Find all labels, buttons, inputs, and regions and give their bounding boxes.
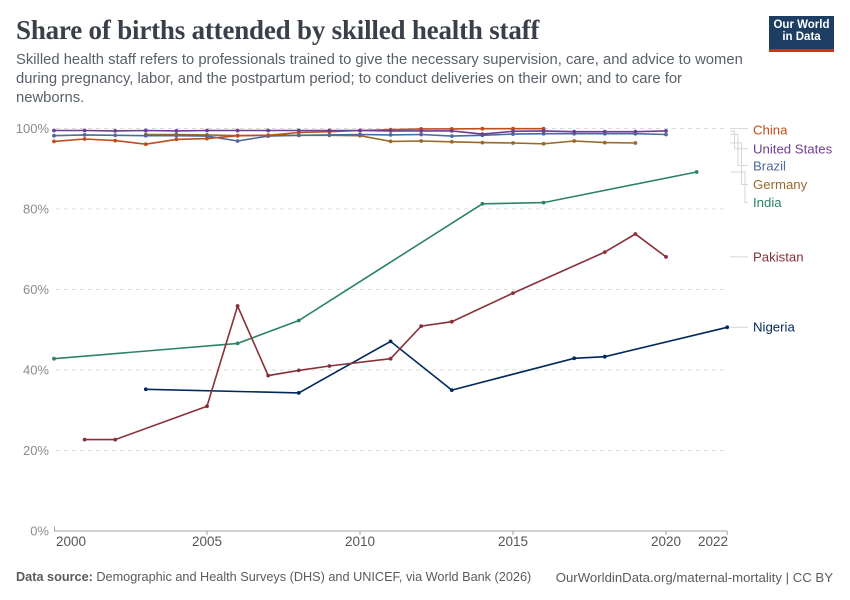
svg-text:Germany: Germany bbox=[753, 177, 808, 192]
svg-text:2010: 2010 bbox=[345, 534, 375, 549]
svg-text:2005: 2005 bbox=[192, 534, 222, 549]
svg-text:United States: United States bbox=[753, 142, 833, 157]
svg-text:2022: 2022 bbox=[698, 534, 728, 549]
svg-text:0%: 0% bbox=[30, 524, 49, 539]
svg-text:20%: 20% bbox=[23, 443, 49, 458]
svg-text:2000: 2000 bbox=[56, 534, 86, 549]
svg-text:40%: 40% bbox=[23, 363, 49, 378]
svg-text:60%: 60% bbox=[23, 282, 49, 297]
svg-text:2015: 2015 bbox=[498, 534, 528, 549]
svg-text:Nigeria: Nigeria bbox=[753, 320, 795, 335]
svg-text:80%: 80% bbox=[23, 202, 49, 217]
svg-text:2020: 2020 bbox=[651, 534, 681, 549]
svg-text:Pakistan: Pakistan bbox=[753, 250, 804, 265]
svg-text:China: China bbox=[753, 123, 788, 138]
svg-text:India: India bbox=[753, 195, 782, 210]
svg-text:100%: 100% bbox=[16, 121, 50, 136]
svg-text:Brazil: Brazil bbox=[753, 159, 786, 174]
